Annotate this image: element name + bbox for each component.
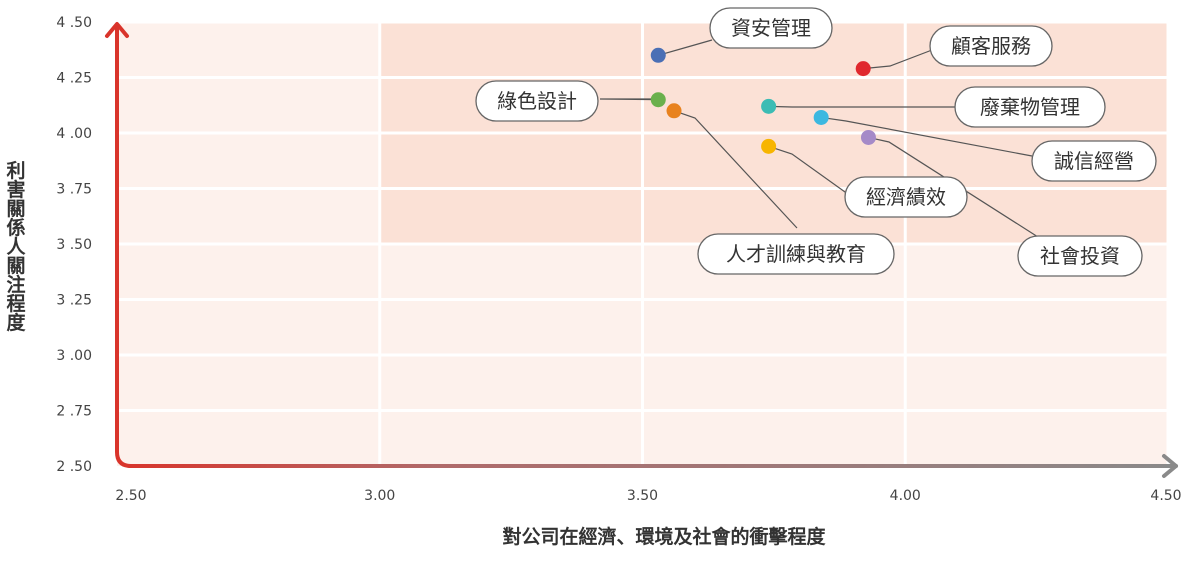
data-point — [860, 129, 876, 145]
callout-box — [1017, 235, 1143, 277]
y-tick-label: 4 .25 — [56, 71, 92, 87]
data-point — [650, 92, 666, 108]
callout-box — [954, 86, 1106, 128]
leader-line — [863, 49, 933, 70]
y-tick-label: 4 .50 — [56, 15, 92, 31]
callout-box — [697, 233, 895, 275]
data-point — [761, 138, 777, 154]
x-axis-title: 對公司在經濟、環境及社會的衝擊程度 — [502, 525, 826, 548]
callout-box — [929, 25, 1053, 67]
y-tick-label: 3 .25 — [56, 293, 92, 309]
data-point — [761, 98, 777, 114]
x-axis-arrowhead — [1162, 454, 1178, 478]
leader-line — [768, 105, 956, 108]
y-tick-label: 2 .75 — [56, 404, 92, 420]
leader-line — [599, 98, 662, 101]
data-label: 綠色設計 — [497, 89, 577, 113]
data-label: 資安管理 — [731, 16, 811, 40]
axes — [105, 22, 1178, 478]
x-tick-label: 2.50 — [115, 488, 146, 504]
y-tick-label: 3 .50 — [56, 237, 92, 253]
x-tick-label: 4.50 — [1150, 488, 1181, 504]
y-tick-label: 2 .50 — [56, 459, 92, 475]
data-points — [650, 47, 876, 154]
callout-box — [1031, 140, 1157, 182]
callout-box — [709, 7, 833, 49]
data-label: 社會投資 — [1040, 244, 1120, 268]
tick-labels: 2 .50 2 .75 3 .00 3 .25 3 .50 3 .75 4 .00 4 .25… — [56, 15, 1181, 504]
data-point — [666, 103, 682, 119]
gridlines — [117, 20, 1170, 466]
data-label: 人才訓練與教育 — [726, 242, 866, 266]
data-label: 廢棄物管理 — [980, 95, 1080, 119]
axis-line — [115, 24, 1178, 468]
y-axis-arrowhead — [105, 22, 129, 38]
leader-line — [821, 116, 1033, 157]
data-point — [855, 61, 871, 77]
y-tick-label: 3 .75 — [56, 182, 92, 198]
x-tick-label: 3.50 — [627, 488, 658, 504]
x-tick-label: 4.00 — [890, 488, 921, 504]
leader-line — [658, 39, 713, 56]
leader-line — [768, 145, 853, 198]
callout-box — [844, 176, 968, 218]
x-tick-label: 3.00 — [364, 488, 395, 504]
data-label: 誠信經營 — [1054, 149, 1134, 173]
y-axis-title: 利害關係人關注程度 — [4, 160, 26, 332]
data-point — [650, 47, 666, 63]
callout-box — [475, 80, 599, 122]
data-point — [813, 109, 829, 125]
data-label: 顧客服務 — [951, 34, 1031, 58]
y-tick-label: 3 .00 — [56, 348, 92, 364]
data-label: 經濟績效 — [866, 185, 946, 209]
y-tick-label: 4 .00 — [56, 126, 92, 142]
